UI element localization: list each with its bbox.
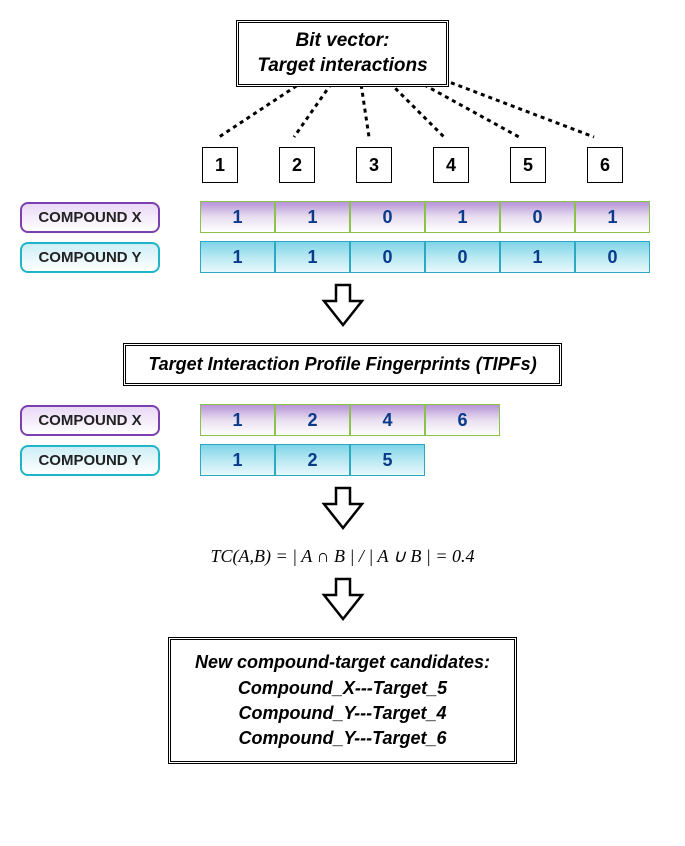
y-cell-1: 1 — [200, 241, 275, 273]
tipf-section: Target Interaction Profile Fingerprints … — [20, 343, 665, 386]
y-cell-3: 0 — [350, 241, 425, 273]
bit-box-2: 2 — [279, 147, 315, 183]
bit-box-4: 4 — [433, 147, 469, 183]
candidate-line-3: Compound_Y---Target_6 — [195, 726, 490, 751]
x-cell-5: 0 — [500, 201, 575, 233]
x-prof-1: 1 — [200, 404, 275, 436]
compound-x-label: COMPOUND X — [20, 202, 160, 233]
x-prof-2: 2 — [275, 404, 350, 436]
x-cell-6: 1 — [575, 201, 650, 233]
x-prof-3: 4 — [350, 404, 425, 436]
y-cell-4: 0 — [425, 241, 500, 273]
x-cell-3: 0 — [350, 201, 425, 233]
compound-x-profile-row: COMPOUND X 1 2 4 6 — [20, 404, 665, 436]
compound-x-label-2: COMPOUND X — [20, 405, 160, 436]
compound-x-cells: 1 1 0 1 0 1 — [200, 201, 650, 233]
y-cell-5: 1 — [500, 241, 575, 273]
compound-x-profile-cells: 1 2 4 6 — [200, 404, 500, 436]
x-prof-4: 6 — [425, 404, 500, 436]
compound-y-label-2: COMPOUND Y — [20, 445, 160, 476]
tipf-label: Target Interaction Profile Fingerprints … — [123, 343, 561, 386]
compound-y-label: COMPOUND Y — [20, 242, 160, 273]
candidates-box: New compound-target candidates: Compound… — [168, 637, 517, 764]
y-prof-2: 2 — [275, 444, 350, 476]
dashed-connectors — [20, 87, 665, 147]
arrow-2 — [20, 486, 665, 536]
x-cell-1: 1 — [200, 201, 275, 233]
arrow-down-icon — [318, 577, 368, 622]
bit-box-6: 6 — [587, 147, 623, 183]
y-cell-2: 1 — [275, 241, 350, 273]
compound-y-cells: 1 1 0 0 1 0 — [200, 241, 650, 273]
arrow-down-icon — [318, 486, 368, 531]
compound-y-profile-cells: 1 2 5 — [200, 444, 425, 476]
candidates-title: New compound-target candidates: — [195, 650, 490, 675]
bit-vector-header: Bit vector: Target interactions — [236, 20, 448, 87]
candidate-line-2: Compound_Y---Target_4 — [195, 701, 490, 726]
x-cell-2: 1 — [275, 201, 350, 233]
y-cell-6: 0 — [575, 241, 650, 273]
arrow-1 — [20, 283, 665, 333]
header-line1: Bit vector: — [257, 29, 427, 54]
compound-x-vector-row: COMPOUND X 1 1 0 1 0 1 — [20, 201, 665, 233]
candidates-section: New compound-target candidates: Compound… — [20, 637, 665, 764]
y-prof-3: 5 — [350, 444, 425, 476]
x-cell-4: 1 — [425, 201, 500, 233]
bit-box-5: 5 — [510, 147, 546, 183]
arrow-3 — [20, 577, 665, 627]
tanimoto-formula: TC(A,B) = | A ∩ B | / | A ∪ B | = 0.4 — [20, 546, 665, 567]
compound-y-profile-row: COMPOUND Y 1 2 5 — [20, 444, 665, 476]
header-line2: Target interactions — [257, 54, 427, 79]
bit-box-3: 3 — [356, 147, 392, 183]
bit-index-row: 1 2 3 4 5 6 — [202, 147, 665, 183]
compound-y-vector-row: COMPOUND Y 1 1 0 0 1 0 — [20, 241, 665, 273]
bit-box-1: 1 — [202, 147, 238, 183]
arrow-down-icon — [318, 283, 368, 328]
y-prof-1: 1 — [200, 444, 275, 476]
candidate-line-1: Compound_X---Target_5 — [195, 676, 490, 701]
